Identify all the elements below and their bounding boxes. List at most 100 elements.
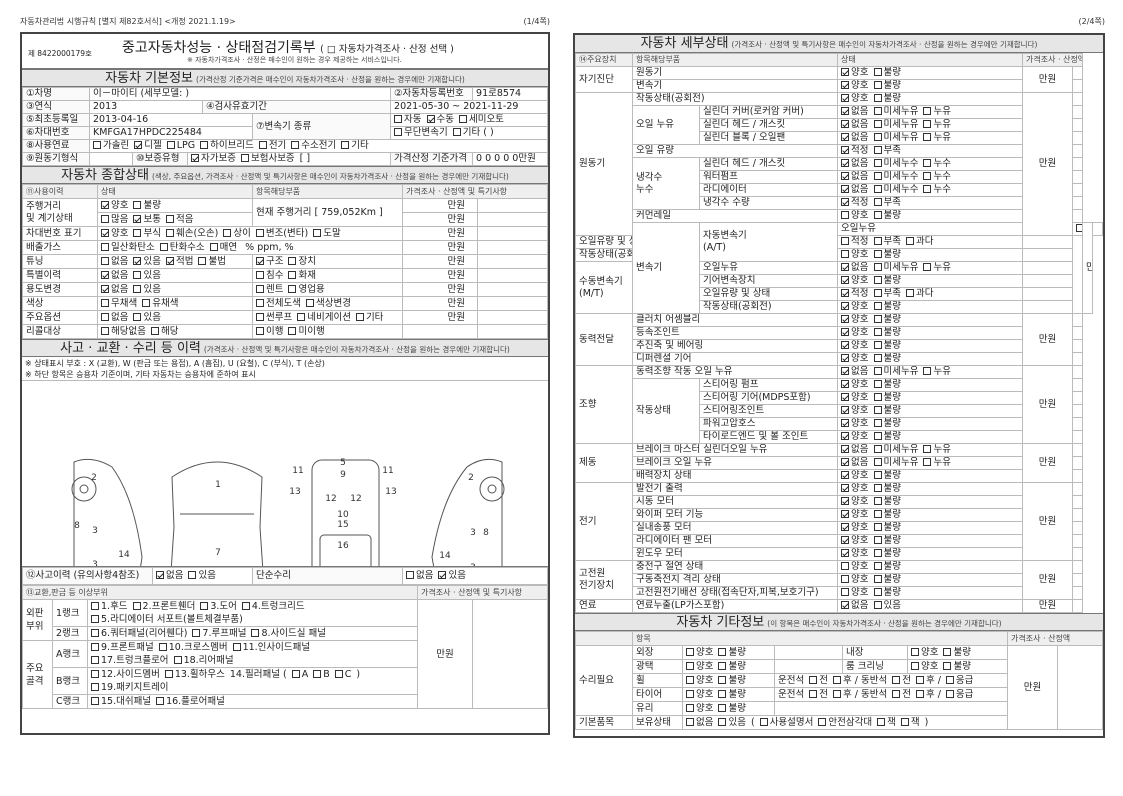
- checkbox-option[interactable]: 있음: [188, 570, 216, 582]
- checkbox-option[interactable]: 불량: [873, 250, 901, 261]
- checkbox-option[interactable]: 누유: [923, 120, 951, 131]
- checked-box-icon[interactable]: [841, 94, 850, 102]
- empty-box-icon[interactable]: [873, 276, 882, 284]
- checkbox-option[interactable]: 9.프론트패널: [91, 642, 154, 655]
- checkbox-option[interactable]: 양호: [841, 354, 869, 365]
- checkbox-option[interactable]: 과다: [905, 237, 933, 248]
- empty-box-icon[interactable]: [132, 602, 141, 610]
- checkbox-option[interactable]: 양호: [841, 523, 869, 534]
- checkbox-option[interactable]: 적정: [841, 237, 869, 248]
- empty-box-icon[interactable]: [873, 289, 882, 297]
- checkbox-option[interactable]: 불량: [873, 419, 901, 430]
- empty-box-icon[interactable]: [873, 302, 882, 310]
- empty-box-icon[interactable]: [873, 575, 882, 583]
- checkbox-option[interactable]: 기타 ( ): [452, 128, 494, 139]
- checkbox-option[interactable]: 있음: [133, 312, 161, 324]
- checkbox-option[interactable]: 불량: [873, 549, 901, 560]
- checkbox-option[interactable]: 양호: [841, 419, 869, 430]
- empty-box-icon[interactable]: [873, 458, 882, 466]
- checkbox-option[interactable]: 8.사이드실 패널: [251, 628, 326, 640]
- checkbox-option[interactable]: 양호: [841, 302, 869, 313]
- empty-box-icon[interactable]: [873, 185, 882, 193]
- checkbox-option[interactable]: 미세누유: [873, 107, 918, 118]
- empty-box-icon[interactable]: [873, 549, 882, 557]
- empty-box-icon[interactable]: [873, 523, 882, 531]
- checkbox-option[interactable]: 부족: [873, 237, 901, 248]
- empty-box-icon[interactable]: [873, 601, 882, 609]
- checkbox-option[interactable]: 누수: [923, 172, 951, 183]
- empty-box-icon[interactable]: [923, 120, 932, 128]
- checked-box-icon[interactable]: [841, 146, 850, 154]
- checked-box-icon[interactable]: [156, 571, 164, 579]
- empty-box-icon[interactable]: [133, 284, 142, 293]
- checked-box-icon[interactable]: [841, 406, 850, 414]
- price-survey-option[interactable]: ( □ 자동차가격조사 · 산정 선택 ): [320, 44, 454, 55]
- checkbox-option[interactable]: 안전삼각대: [818, 717, 872, 729]
- empty-box-icon[interactable]: [923, 133, 932, 141]
- checkbox-option[interactable]: 있음: [133, 256, 161, 268]
- empty-box-icon[interactable]: [923, 367, 932, 375]
- checkbox-option[interactable]: 침수: [256, 270, 283, 282]
- empty-box-icon[interactable]: [91, 683, 99, 691]
- checkbox-option[interactable]: 없음: [841, 458, 869, 469]
- checkbox-option[interactable]: 미세누유: [873, 120, 918, 131]
- empty-box-icon[interactable]: [173, 656, 182, 664]
- checked-box-icon[interactable]: [133, 214, 142, 223]
- checkbox-option[interactable]: 불량: [873, 484, 901, 495]
- empty-box-icon[interactable]: [159, 242, 168, 251]
- empty-box-icon[interactable]: [923, 263, 932, 271]
- checkbox-option[interactable]: 과다: [905, 289, 933, 300]
- empty-box-icon[interactable]: [91, 602, 99, 610]
- empty-box-icon[interactable]: [256, 326, 264, 335]
- empty-box-icon[interactable]: [91, 656, 99, 664]
- checked-box-icon[interactable]: [841, 81, 850, 89]
- checkbox-option[interactable]: 무단변속기: [394, 128, 448, 139]
- checkbox-option[interactable]: 양호: [841, 68, 869, 79]
- checkbox-option[interactable]: 18.리어패널: [173, 654, 234, 667]
- empty-box-icon[interactable]: [873, 497, 882, 505]
- empty-box-icon[interactable]: [718, 717, 727, 726]
- checked-box-icon[interactable]: [841, 354, 850, 362]
- empty-box-icon[interactable]: [718, 647, 727, 656]
- checkbox-option[interactable]: 누수: [923, 159, 951, 170]
- checked-box-icon[interactable]: [841, 523, 850, 531]
- checkbox-option[interactable]: 렌트: [256, 284, 283, 296]
- checkbox-option[interactable]: 양호: [841, 497, 869, 508]
- checked-box-icon[interactable]: [101, 200, 109, 209]
- empty-box-icon[interactable]: [209, 242, 218, 251]
- empty-box-icon[interactable]: [841, 250, 850, 258]
- empty-box-icon[interactable]: [291, 670, 300, 678]
- empty-box-icon[interactable]: [223, 228, 232, 237]
- checkbox-option[interactable]: 없음: [841, 367, 869, 378]
- empty-box-icon[interactable]: [394, 128, 403, 136]
- checkbox-option[interactable]: 불량: [873, 510, 901, 521]
- empty-box-icon[interactable]: [873, 68, 882, 76]
- empty-box-icon[interactable]: [101, 326, 109, 335]
- empty-box-icon[interactable]: [718, 689, 727, 698]
- checkbox-option[interactable]: 양호: [841, 393, 869, 404]
- empty-box-icon[interactable]: [873, 406, 882, 414]
- checkbox-option[interactable]: 훼손(오손): [165, 228, 218, 240]
- checkbox-option[interactable]: 없음: [841, 133, 869, 144]
- checked-box-icon[interactable]: [841, 172, 850, 180]
- checkbox-option[interactable]: LPG: [166, 141, 195, 152]
- checked-box-icon[interactable]: [841, 601, 850, 609]
- empty-box-icon[interactable]: [905, 237, 914, 245]
- checked-box-icon[interactable]: [841, 302, 850, 310]
- empty-box-icon[interactable]: [686, 717, 694, 726]
- checked-box-icon[interactable]: [426, 115, 435, 123]
- checkbox-option[interactable]: 불량: [873, 406, 901, 417]
- empty-box-icon[interactable]: [133, 200, 142, 209]
- checkbox-option[interactable]: 후 / 동반석: [832, 689, 887, 701]
- checkbox-option[interactable]: 6.쿼터패널(리어휀다): [91, 628, 187, 640]
- empty-box-icon[interactable]: [718, 703, 727, 712]
- checkbox-option[interactable]: 양호: [841, 380, 869, 391]
- checked-box-icon[interactable]: [134, 141, 143, 149]
- checkbox-option[interactable]: 적정: [841, 146, 869, 157]
- empty-box-icon[interactable]: [873, 315, 882, 323]
- checked-box-icon[interactable]: [101, 270, 109, 279]
- checkbox-option[interactable]: 3.도어: [200, 601, 237, 614]
- checkbox-option[interactable]: 양호: [841, 484, 869, 495]
- checkbox-option[interactable]: 13.휠하우스: [164, 669, 225, 682]
- empty-box-icon[interactable]: [873, 198, 882, 206]
